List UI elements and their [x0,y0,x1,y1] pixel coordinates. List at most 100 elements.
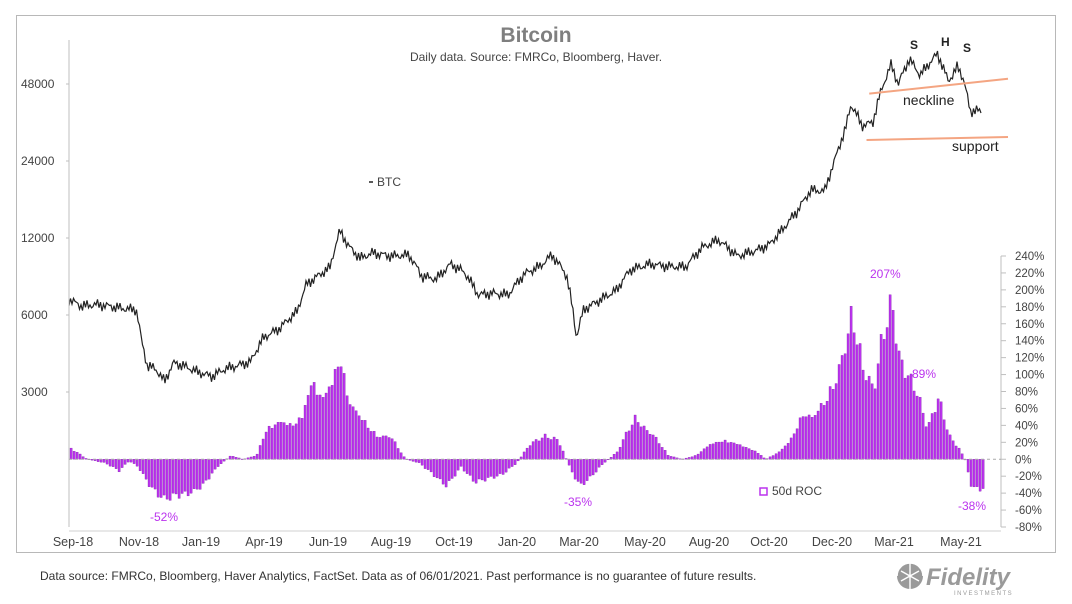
roc-bar [504,459,508,473]
roc-bar [141,459,145,474]
roc-bar [540,437,544,460]
roc-bar [510,459,514,467]
roc-bar [576,459,580,482]
roc-bar [447,459,451,481]
x-axis-tick-label: Oct-20 [750,535,788,549]
roc-bar [891,310,895,460]
roc-bar [771,455,775,460]
roc-bar [291,425,295,460]
roc-bar [177,459,181,499]
roc-bar [882,339,886,460]
roc-bar [927,422,931,460]
roc-bar [165,459,169,500]
roc-bar [744,447,748,460]
roc-bar [219,459,223,464]
roc-bar [726,442,730,460]
roc-bar [216,459,220,467]
roc-bar [132,459,136,464]
roc-bar [486,459,490,478]
roc-bar [804,416,808,460]
roc-bar [573,459,577,480]
roc-bar [495,459,499,477]
x-axis-tick-label: Mar-20 [559,535,599,549]
annotation-52: -52% [150,510,178,524]
roc-bar [261,438,265,460]
roc-bar [981,459,985,489]
roc-bar [978,459,982,492]
roc-bar [855,344,859,460]
roc-bar [339,366,343,460]
roc-bar [396,448,400,460]
roc-bar [621,439,625,460]
right-axis-tick-label: -80% [1015,522,1042,534]
left-axis-tick-label: 48000 [21,77,55,91]
roc-bar [630,424,634,460]
roc-bar [912,390,916,460]
right-axis-tick-label: 200% [1015,285,1044,297]
roc-bar [864,380,868,460]
roc-bar [588,459,592,477]
roc-bar [615,451,619,460]
roc-bar [693,455,697,460]
roc-bar [453,459,457,477]
right-axis-tick-label: 160% [1015,319,1044,331]
roc-bar [195,459,199,490]
roc-bar [663,450,667,460]
roc-bar [825,400,829,460]
right-axis-tick-label: 40% [1015,420,1038,432]
neckline-trend-line [869,77,1009,95]
roc-bar [789,437,793,460]
roc-bar [465,459,469,474]
legend-roc-marker [759,487,768,496]
roc-bar [555,439,559,460]
roc-bar [780,448,784,460]
left-axis-tick-label: 3000 [21,385,48,399]
roc-bar [309,385,313,460]
roc-bar [351,406,355,460]
roc-bar [489,459,493,477]
roc-bar [294,423,298,460]
roc-bar [633,414,637,460]
roc-bar [699,451,703,460]
roc-bar [738,444,742,460]
roc-bar [870,383,874,460]
roc-bar [444,459,448,488]
roc-bar [186,459,190,497]
roc-bar [975,459,979,487]
support-trend-line [866,135,1009,141]
roc-bar [276,422,280,460]
roc-bar [711,443,715,460]
roc-bar [945,429,949,460]
roc-bar [150,459,154,488]
roc-bar [126,459,130,463]
roc-bar [867,375,871,460]
roc-bar [942,419,946,460]
roc-bar [414,459,418,463]
x-axis-tick-label: Jan-19 [182,535,220,549]
roc-bar [450,459,454,479]
roc-bar [390,438,394,460]
right-axis-tick-label: 80% [1015,387,1038,399]
roc-bar [330,385,334,460]
roc-bar [138,459,142,471]
roc-bar [642,425,646,460]
roc-bar [402,456,406,460]
roc-bar [372,431,376,460]
roc-bar [783,445,787,460]
roc-bar [492,459,496,479]
roc-bar [939,401,943,460]
roc-bar [369,431,373,460]
roc-bar [222,459,226,462]
x-axis-tick-label: Jan-20 [498,535,536,549]
annotation-h: H [941,35,950,49]
roc-bar [753,450,757,460]
left-axis-tick-label: 24000 [21,154,55,168]
roc-bar [246,457,250,460]
roc-bar [96,459,100,462]
roc-bar [360,420,364,460]
roc-bar [534,439,538,460]
right-axis-tick-label: 20% [1015,437,1038,449]
roc-bar [960,453,964,460]
roc-bar [204,459,208,481]
roc-bar [258,445,262,460]
